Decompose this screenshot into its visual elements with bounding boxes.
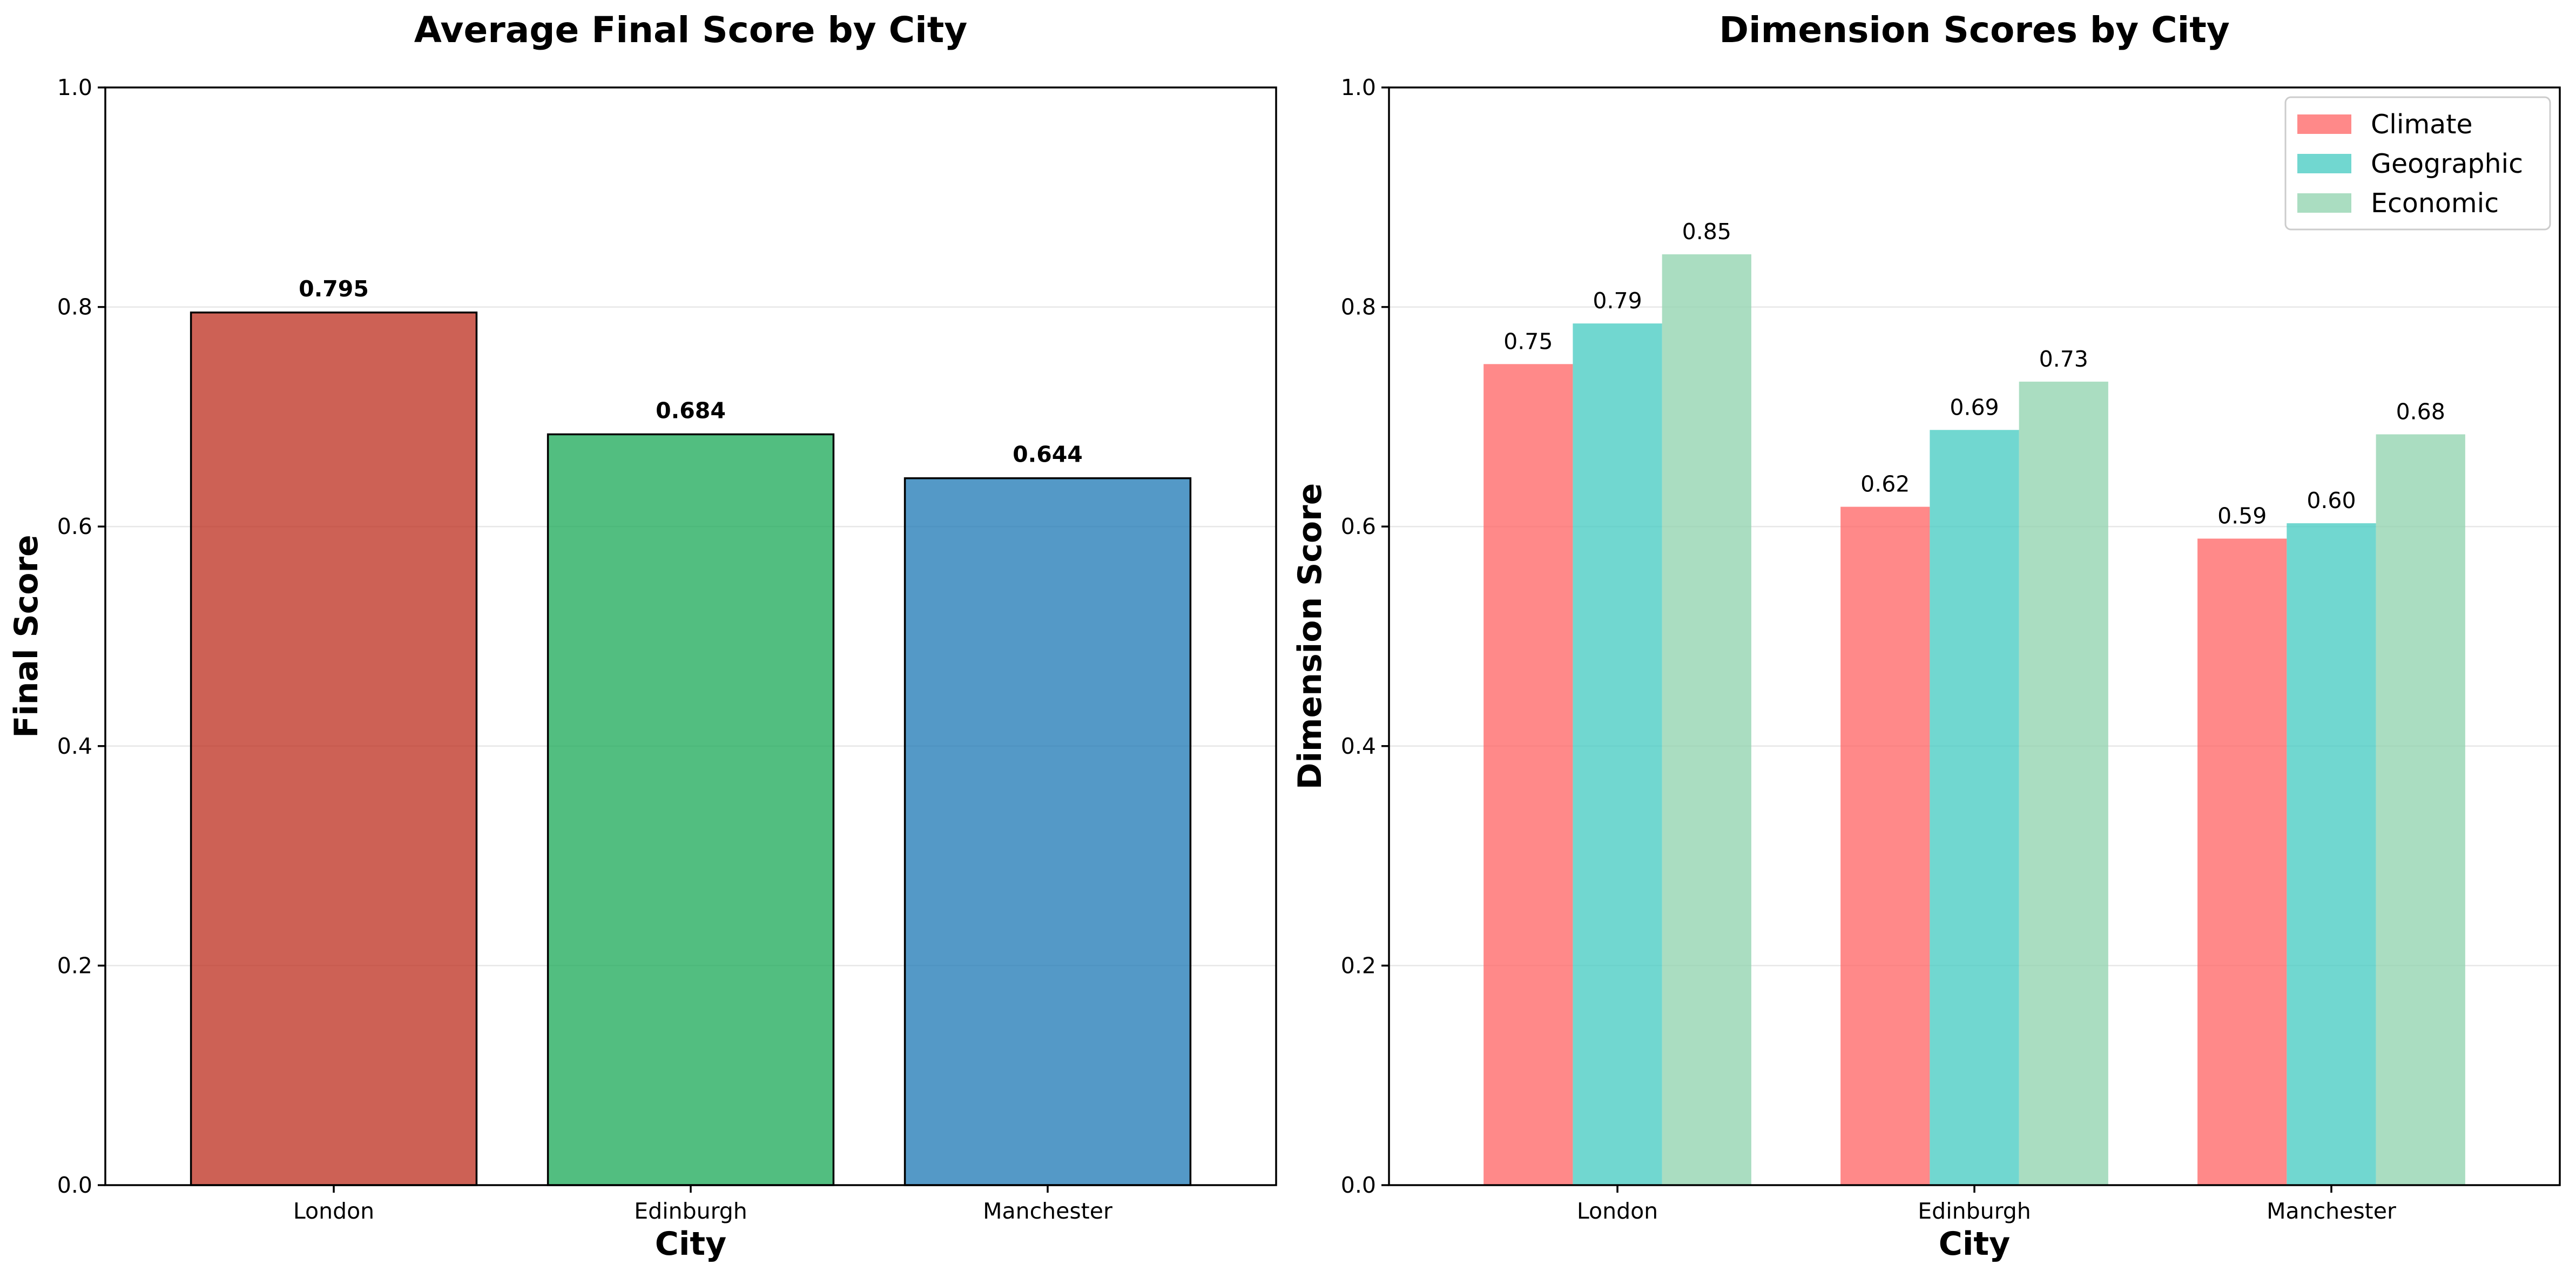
legend: Climate Geographic Economic bbox=[2284, 96, 2551, 231]
y-tick-label: 0.0 bbox=[57, 1172, 92, 1198]
bar-value-label: 0.644 bbox=[1013, 442, 1083, 468]
bar-economic-edinburgh bbox=[2019, 381, 2108, 1185]
bar-value-label: 0.684 bbox=[656, 397, 726, 423]
x-tick-label: Manchester bbox=[2267, 1198, 2396, 1224]
bar-value-label: 0.75 bbox=[1503, 328, 1553, 354]
legend-label-climate: Climate bbox=[2371, 109, 2473, 140]
bar-economic-london bbox=[1662, 254, 1751, 1185]
legend-label-geographic: Geographic bbox=[2371, 148, 2523, 179]
bar-economic-manchester bbox=[2376, 434, 2465, 1185]
y-tick-label: 0.6 bbox=[1341, 513, 1376, 539]
legend-box bbox=[2284, 96, 2551, 231]
x-tick-label: London bbox=[293, 1198, 374, 1224]
bar-edinburgh bbox=[547, 433, 835, 1186]
y-tick-label: 1.0 bbox=[1341, 75, 1376, 100]
bar-geographic-london bbox=[1573, 323, 1662, 1185]
y-tick-label: 0.6 bbox=[57, 513, 92, 539]
y-tick-label: 0.0 bbox=[1341, 1172, 1376, 1198]
bar-value-label: 0.73 bbox=[2039, 346, 2088, 372]
y-tick-label: 0.8 bbox=[57, 294, 92, 320]
chart-title: Dimension Scores by City bbox=[1719, 9, 2230, 51]
y-tick-label: 0.4 bbox=[1341, 733, 1376, 759]
x-tick-label: Manchester bbox=[983, 1198, 1112, 1224]
y-tick-label: 0.2 bbox=[1341, 952, 1376, 978]
y-tick-label: 1.0 bbox=[57, 75, 92, 100]
dimension-scores-chart: 0.0 0.2 0.4 0.6 0.8 1.0 London Edinburgh Manche… bbox=[1291, 9, 2561, 1263]
legend-swatch-geographic bbox=[2297, 154, 2351, 173]
x-tick-label: Edinburgh bbox=[1918, 1198, 2031, 1224]
bar-value-label: 0.79 bbox=[1593, 288, 1642, 314]
y-axis-label: Final Score bbox=[8, 535, 45, 738]
legend-swatch-economic bbox=[2297, 193, 2351, 213]
y-axis-label: Dimension Score bbox=[1291, 483, 1329, 790]
y-tick-label: 0.2 bbox=[57, 952, 92, 978]
legend-swatch-climate bbox=[2297, 114, 2351, 134]
bar-value-label: 0.59 bbox=[2217, 503, 2267, 529]
bar-climate-edinburgh bbox=[1840, 506, 1930, 1186]
bar-value-label: 0.60 bbox=[2307, 488, 2356, 513]
x-axis-label: City bbox=[1939, 1225, 2010, 1263]
x-tick-label: Edinburgh bbox=[634, 1198, 747, 1224]
bar-climate-manchester bbox=[2197, 538, 2287, 1185]
y-tick-label: 0.4 bbox=[57, 733, 92, 759]
bar-value-label: 0.795 bbox=[299, 276, 369, 302]
bar-geographic-edinburgh bbox=[1930, 430, 2019, 1185]
chart-title: Average Final Score by City bbox=[414, 9, 968, 51]
bar-value-label: 0.69 bbox=[1950, 394, 1999, 420]
legend-label-economic: Economic bbox=[2371, 188, 2499, 219]
y-tick-label: 0.8 bbox=[1341, 294, 1376, 320]
bar-value-label: 0.62 bbox=[1860, 471, 1910, 497]
bar-manchester bbox=[903, 477, 1192, 1186]
x-tick-label: London bbox=[1577, 1198, 1658, 1224]
bar-value-label: 0.85 bbox=[1682, 219, 1731, 245]
bar-geographic-manchester bbox=[2287, 523, 2376, 1185]
bar-london bbox=[190, 312, 478, 1186]
bar-value-label: 0.68 bbox=[2396, 398, 2445, 424]
bar-climate-london bbox=[1483, 364, 1573, 1186]
final-score-chart: 0.0 0.2 0.4 0.6 0.8 1.0 London Edinburgh Manche… bbox=[8, 9, 1277, 1263]
x-axis-label: City bbox=[655, 1225, 726, 1263]
